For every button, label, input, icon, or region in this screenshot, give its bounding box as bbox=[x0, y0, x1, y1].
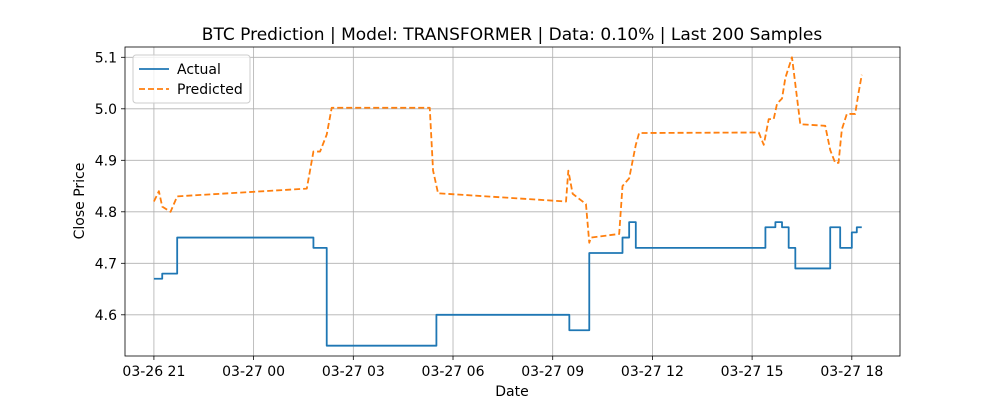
y-tick-label: 4.7 bbox=[95, 256, 117, 272]
series-layer bbox=[153, 56, 863, 347]
x-tick-label: 03-27 12 bbox=[621, 364, 684, 380]
series-line-predicted bbox=[153, 56, 863, 244]
chart-title: BTC Prediction | Model: TRANSFORMER | Da… bbox=[202, 25, 823, 45]
x-tick-label: 03-27 15 bbox=[721, 364, 784, 380]
ticks: 03-26 21 03-27 00 03-27 03 03-27 06 03-27 09… bbox=[95, 50, 884, 380]
y-tick-label: 4.8 bbox=[95, 205, 117, 221]
x-tick-label: 03-27 00 bbox=[222, 364, 285, 380]
legend: Actual Predicted bbox=[132, 54, 251, 104]
series-line-actual bbox=[153, 221, 862, 347]
y-tick-label: 4.9 bbox=[95, 153, 117, 169]
x-tick-label: 03-27 18 bbox=[820, 364, 883, 380]
legend-box bbox=[132, 54, 251, 104]
x-tick-label: 03-27 09 bbox=[521, 364, 584, 380]
x-tick-label: 03-27 06 bbox=[422, 364, 485, 380]
y-tick-label: 5.0 bbox=[95, 102, 117, 118]
x-axis-label: Date bbox=[495, 384, 528, 400]
grid bbox=[125, 47, 900, 356]
legend-label-predicted: Predicted bbox=[177, 82, 243, 98]
y-tick-label: 5.1 bbox=[95, 50, 117, 66]
x-tick-label: 03-27 03 bbox=[322, 364, 385, 380]
y-axis-label: Close Price bbox=[72, 163, 88, 240]
legend-label-actual: Actual bbox=[177, 62, 221, 78]
plot-area-frame bbox=[124, 46, 901, 357]
y-tick-label: 4.6 bbox=[95, 308, 117, 324]
x-tick-label: 03-26 21 bbox=[122, 364, 185, 380]
